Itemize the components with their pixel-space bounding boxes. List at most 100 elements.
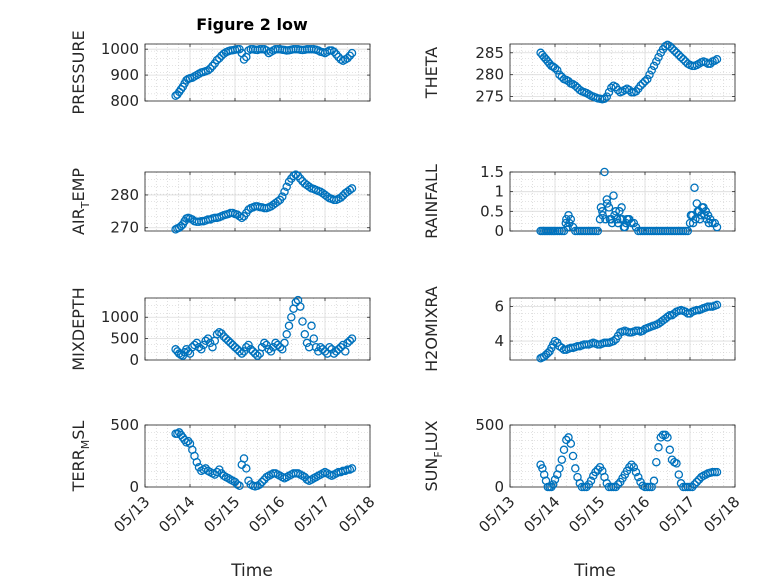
data-point [300,330,310,339]
data-point [296,174,305,183]
data-point [627,87,636,97]
data-point [287,312,296,322]
data-point [636,81,645,90]
data-point [221,334,231,343]
data-point [658,430,668,440]
data-point [638,326,648,335]
data-point [235,347,244,356]
subplot-mixdepth: 0 500 1000 MIXDEPTH [69,287,371,371]
data-point [609,336,618,346]
data-point [280,187,289,196]
y-tick-label: 280 [475,66,504,84]
data-point [596,203,606,212]
data-point [316,342,325,352]
data-point [604,87,614,97]
data-point [278,192,287,201]
data-point [224,336,233,346]
data-point [246,345,256,354]
data-point [629,462,639,472]
data-point [237,213,247,223]
data-point [670,309,679,318]
data-point [600,94,609,104]
data-point [683,226,693,236]
data-point [250,349,260,358]
y-tick-label: 1 [494,183,504,201]
data-point [284,321,294,331]
data-point [332,50,341,59]
data-point [212,55,222,65]
data-point [602,199,612,208]
y-tick-label: 285 [475,44,504,62]
data-point [219,49,229,59]
x-tick-label: 05/18 [335,493,378,536]
y-axis-label: PRESSURE [69,30,88,114]
data-point [183,436,193,446]
x-tick-label: 05/15 [200,493,243,536]
data-point [264,345,274,354]
data-point [555,226,564,236]
y-tick-label: 500 [475,416,504,434]
data-point [676,52,686,62]
data-point [565,218,574,228]
data-point [617,203,626,212]
x-tick-label: 05/16 [610,493,653,536]
data-point [661,430,670,440]
y-tick-label: 800 [110,92,139,110]
data-point [347,464,357,473]
data-point [557,455,567,464]
x-tick-label: 05/13 [475,493,518,536]
data-point [712,222,722,232]
y-tick-label: 275 [475,88,504,106]
data-point [307,321,316,331]
data-point [665,445,675,455]
data-point [625,462,634,472]
subplot-rainfall: 0 0.51 1.5 RAINFALL [422,163,736,240]
subplot-theta: 275 280 285 THETA [422,40,736,106]
data-point [663,433,672,442]
data-point [568,451,578,461]
data-point [645,70,654,79]
data-point [697,203,707,212]
data-point [242,464,251,473]
data-point [561,218,571,228]
data-point [654,443,663,452]
y-axis-label: RAINFALL [422,164,441,239]
data-point [566,439,576,448]
data-point [228,340,237,350]
data-point [575,85,585,95]
series-terr_msl [171,428,357,491]
data-point [343,465,352,474]
data-point [235,212,244,221]
data-point [557,343,567,353]
series-air_temp [171,170,357,234]
data-point [704,218,714,228]
data-point [208,61,217,71]
x-tick-label: 05/16 [245,493,288,536]
data-point [205,338,215,348]
subplot-pressure: 800 900 1000 PRESSURE [69,30,371,115]
data-point [304,182,314,192]
data-point [691,214,700,224]
data-point [649,476,659,486]
data-point [611,482,621,492]
data-point [325,342,334,352]
series-sun_flux [536,430,722,492]
data-point [553,66,562,75]
data-point [654,52,663,62]
data-point [712,300,722,310]
y-tick-label: 1000 [101,40,139,58]
axes-box [509,297,736,361]
data-point [598,207,607,216]
data-point [640,77,650,86]
data-point [226,338,235,348]
y-axis-label: H2OMIXRA [422,286,441,372]
y-axis-label: SUNFLUX [422,420,445,491]
subplot-terr_msl: 0 500 05/13 05/14 05/15 05/16 05/17 05/18 TERRMS… [69,416,378,536]
data-point [347,48,357,58]
y-tick-label: 1.5 [480,163,504,181]
data-point [253,351,262,360]
subplot-sun_flux: 0 500 05/13 05/14 05/15 05/16 05/17 05/18 SUNFLU… [422,416,743,536]
data-point [329,349,339,358]
